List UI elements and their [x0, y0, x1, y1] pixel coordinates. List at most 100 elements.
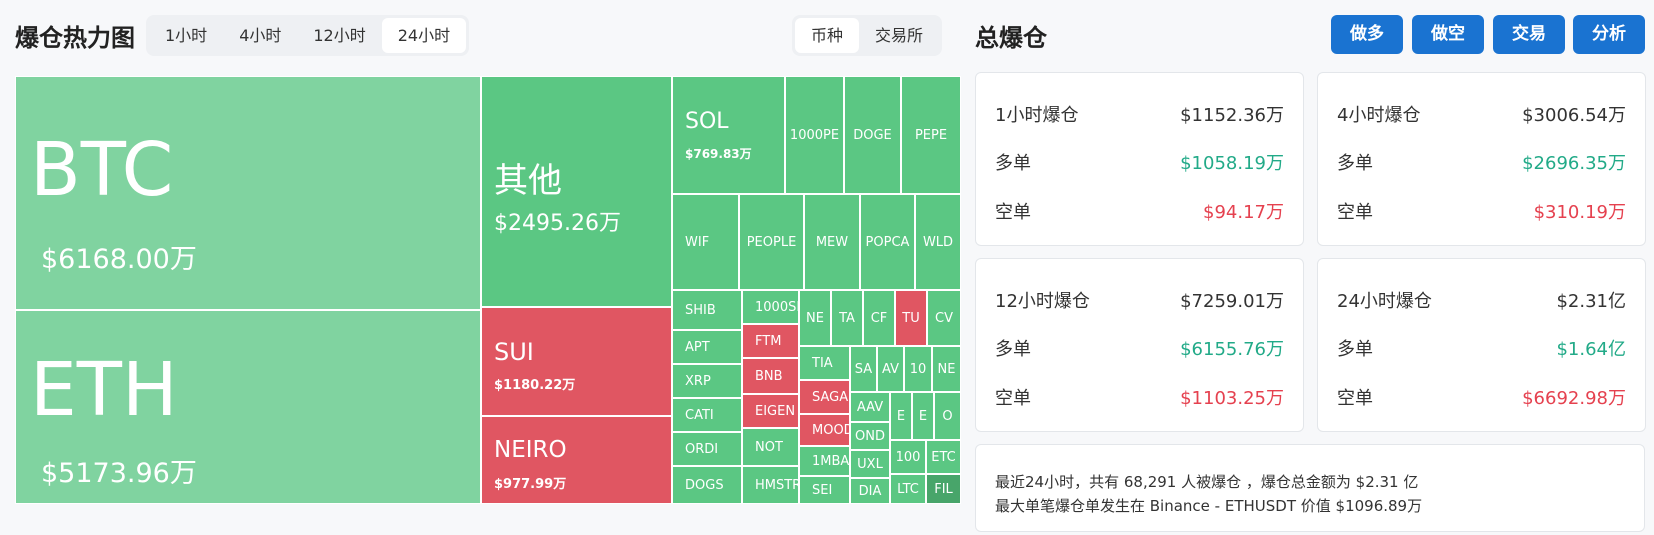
cell-symbol: FIL — [934, 481, 953, 497]
treemap-cell-cv[interactable]: CV — [927, 290, 961, 346]
treemap-cell-ltc[interactable]: LTC — [890, 474, 926, 504]
treemap-cell-neiro[interactable]: NEIRO $977.99万 — [481, 416, 672, 504]
treemap-cell-1000pepe[interactable]: 1000PE — [785, 76, 844, 194]
short-label: 空单 — [995, 202, 1031, 223]
cell-symbol: EIGEN — [755, 403, 796, 419]
treemap-cell-cati[interactable]: CATI — [672, 398, 742, 432]
treemap-cell-saga[interactable]: SAGA — [799, 380, 850, 414]
long-label: 多单 — [1337, 153, 1373, 174]
treemap-cell-wif[interactable]: WIF — [672, 194, 739, 290]
card-label: 24小时爆仓 — [1337, 291, 1432, 312]
treemap-cell-ftm[interactable]: FTM — [742, 324, 799, 358]
treemap-cell-e2[interactable]: E — [912, 392, 934, 440]
long-button[interactable]: 做多 — [1331, 15, 1403, 54]
cell-symbol: ORDI — [685, 441, 719, 457]
trade-button[interactable]: 交易 — [1493, 15, 1565, 54]
treemap-cell-wld[interactable]: WLD — [915, 194, 961, 290]
treemap-cell-mew[interactable]: MEW — [804, 194, 860, 290]
treemap-cell-100[interactable]: 100 — [890, 440, 926, 474]
treemap-cell-e1[interactable]: E — [890, 392, 912, 440]
cell-symbol: CATI — [685, 407, 714, 423]
treemap-cell-sui[interactable]: SUI $1180.22万 — [481, 307, 672, 416]
treemap-cell-ne1[interactable]: NE — [799, 290, 831, 346]
treemap-cell-xrp[interactable]: XRP — [672, 364, 742, 398]
cell-symbol: BTC — [30, 127, 174, 213]
treemap-cell-fil[interactable]: FIL — [926, 474, 961, 504]
short-label: 空单 — [995, 388, 1031, 409]
analysis-button[interactable]: 分析 — [1573, 15, 1645, 54]
card-12h: 12小时爆仓 $7259.01万 多单 $6155.76万 空单 $1103.25万 — [975, 258, 1304, 432]
card-label: 12小时爆仓 — [995, 291, 1090, 312]
panel-title: 总爆仓 — [975, 24, 1047, 52]
treemap-cell-dogs[interactable]: DOGS — [672, 466, 742, 504]
time-range-tabs: 1小时 4小时 12小时 24小时 — [146, 15, 470, 56]
tab-1h[interactable]: 1小时 — [165, 26, 208, 45]
cell-symbol: HMSTR — [755, 477, 799, 493]
treemap-cell-sol[interactable]: SOL $769.83万 — [672, 76, 785, 194]
treemap-cell-shib[interactable]: SHIB — [672, 290, 742, 330]
long-value: $2696.35万 — [1522, 153, 1626, 174]
summary-line-largest: 最大单笔爆仓单发生在 Binance - ETHUSDT 价值 $1096.89… — [995, 497, 1423, 515]
cell-symbol: AAV — [856, 399, 884, 415]
short-value: $94.17万 — [1203, 202, 1284, 223]
treemap-cell-btc[interactable]: BTC $6168.00万 — [15, 76, 481, 310]
short-label: 空单 — [1337, 388, 1373, 409]
card-label: 1小时爆仓 — [995, 105, 1079, 126]
treemap-cell-apt[interactable]: APT — [672, 330, 742, 364]
tab-coin[interactable]: 币种 — [795, 18, 860, 53]
cell-value: $6168.00万 — [41, 244, 197, 275]
short-button[interactable]: 做空 — [1412, 15, 1484, 54]
cell-symbol: ETC — [931, 449, 956, 465]
treemap-cell-ta[interactable]: TA — [831, 290, 863, 346]
treemap-cell-others[interactable]: 其他 $2495.26万 — [481, 76, 672, 307]
cell-value: $2495.26万 — [494, 211, 621, 236]
cell-symbol: PEOPLE — [746, 234, 797, 250]
cell-symbol: XRP — [685, 373, 711, 389]
tab-exchange[interactable]: 交易所 — [875, 26, 924, 45]
treemap-cell-tu[interactable]: TU — [895, 290, 927, 346]
tab-24h[interactable]: 24小时 — [381, 18, 467, 53]
cell-value: $977.99万 — [494, 477, 567, 492]
treemap-cell-ne2[interactable]: NE — [932, 346, 961, 392]
cell-symbol: CF — [870, 310, 888, 326]
cell-symbol: TIA — [812, 355, 833, 371]
cell-symbol: NE — [937, 361, 956, 377]
treemap-cell-eigen[interactable]: EIGEN — [742, 394, 799, 428]
treemap-cell-1mba[interactable]: 1MBA — [799, 446, 850, 476]
card-total: $3006.54万 — [1522, 105, 1626, 126]
long-value: $1058.19万 — [1180, 153, 1284, 174]
treemap-cell-popcat[interactable]: POPCA — [860, 194, 915, 290]
treemap-cell-uxlink[interactable]: UXL — [850, 450, 890, 478]
treemap-cell-sa[interactable]: SA — [850, 346, 877, 392]
treemap-cell-ondo[interactable]: OND — [850, 422, 890, 450]
tab-4h[interactable]: 4小时 — [239, 26, 282, 45]
treemap-cell-eth[interactable]: ETH $5173.96万 — [15, 310, 481, 504]
treemap-cell-aave[interactable]: AAV — [850, 392, 890, 422]
treemap-cell-mood[interactable]: MOOD — [799, 414, 850, 446]
treemap-cell-10[interactable]: 10 — [904, 346, 932, 392]
treemap-cell-ordi[interactable]: ORDI — [672, 432, 742, 466]
treemap-cell-1000shib[interactable]: 1000SH — [742, 290, 799, 324]
treemap-cell-pepe[interactable]: PEPE — [901, 76, 961, 194]
dimension-tabs: 币种 交易所 — [792, 15, 943, 56]
cell-symbol: WLD — [922, 234, 954, 250]
treemap-cell-cf[interactable]: CF — [863, 290, 895, 346]
treemap-cell-o[interactable]: O — [934, 392, 961, 440]
treemap-cell-dia[interactable]: DIA — [850, 478, 890, 504]
treemap-cell-av[interactable]: AV — [877, 346, 904, 392]
long-label: 多单 — [1337, 339, 1373, 360]
tab-12h[interactable]: 12小时 — [313, 26, 366, 45]
cell-symbol: PEPE — [914, 127, 948, 143]
treemap-cell-tia[interactable]: TIA — [799, 346, 850, 380]
treemap-cell-etc[interactable]: ETC — [926, 440, 961, 474]
treemap-cell-sei[interactable]: SEI — [799, 476, 850, 504]
cell-symbol: MOOD — [812, 422, 850, 438]
long-value: $1.64亿 — [1556, 339, 1626, 360]
cell-symbol: AV — [882, 361, 899, 377]
treemap-cell-not[interactable]: NOT — [742, 428, 799, 466]
treemap-cell-hmstr[interactable]: HMSTR — [742, 466, 799, 504]
treemap-cell-doge[interactable]: DOGE — [844, 76, 901, 194]
cell-symbol: OND — [855, 428, 885, 444]
treemap-cell-bnb[interactable]: BNB — [742, 358, 799, 394]
treemap-cell-people[interactable]: PEOPLE — [739, 194, 804, 290]
